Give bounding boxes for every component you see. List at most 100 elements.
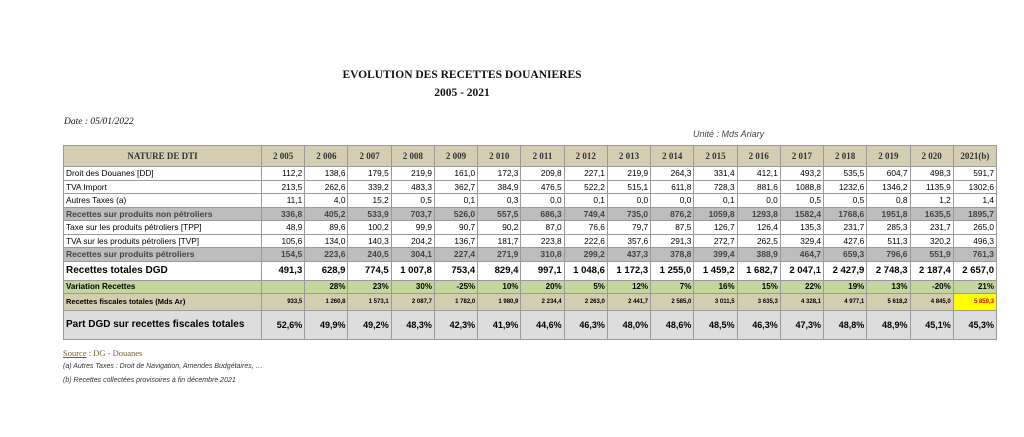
table-cell: 1 048,6 (563, 260, 608, 281)
year-header: 2 010 (477, 145, 522, 167)
table-cell: 5% (563, 279, 608, 294)
table-cell: 4,0 (304, 193, 349, 208)
table-cell: 1 573,1 (347, 293, 392, 311)
table-cell: 265,0 (952, 220, 997, 235)
year-header: 2 009 (433, 145, 479, 167)
table-cell: 2 234,4 (520, 293, 565, 311)
table-cell: 933,5 (260, 293, 306, 311)
table-cell: 112,2 (260, 166, 306, 181)
table-cell: 476,5 (520, 179, 565, 194)
row-label: Autres Taxes (a) (63, 193, 262, 208)
date-label: Date : 05/01/2022 (64, 117, 134, 127)
table-cell: 5 859,3 (952, 293, 997, 311)
table-cell: 496,3 (952, 233, 997, 248)
table-cell: 105,6 (260, 233, 306, 248)
table-cell: 551,9 (909, 247, 954, 262)
table-cell: 20% (520, 279, 565, 294)
year-header: 2 007 (347, 145, 392, 167)
footnote-b: (b) Recettes collectées provisoires à fi… (63, 377, 236, 384)
year-header: 2 011 (520, 145, 565, 167)
table-cell: 4 328,1 (779, 293, 825, 311)
table-cell: 405,2 (304, 206, 349, 221)
table-cell: 515,1 (606, 179, 652, 194)
table-cell: 136,7 (433, 233, 479, 248)
table-cell: 227,1 (563, 166, 608, 181)
row-label: Recettes sur produits non pétroliers (63, 206, 262, 221)
table-cell: 87,0 (520, 220, 565, 235)
table-cell: 41,9% (477, 310, 522, 340)
page-title: EVOLUTION DES RECETTES DOUANIERES (342, 69, 582, 81)
table-cell: 329,4 (779, 233, 825, 248)
table-cell: 11,1 (260, 193, 306, 208)
year-header: 2 013 (606, 145, 652, 167)
table-cell: 591,7 (952, 166, 997, 181)
table-cell: 231,7 (909, 220, 954, 235)
table-cell: 1951,8 (866, 206, 911, 221)
table-cell: 997,1 (520, 260, 565, 281)
table-cell: 262,6 (304, 179, 349, 194)
table-cell: 12% (606, 279, 652, 294)
table-cell: 0,1 (433, 193, 479, 208)
table-cell: 1 782,0 (433, 293, 479, 311)
table-cell: 0,5 (779, 193, 825, 208)
table-cell: 2 047,1 (779, 260, 825, 281)
year-header: 2021(b) (952, 145, 997, 167)
table-cell: 87,5 (650, 220, 695, 235)
table-cell: 90,2 (477, 220, 522, 235)
table-cell: -20% (909, 279, 954, 294)
table-cell: 49,9% (304, 310, 349, 340)
table-cell: 604,7 (866, 166, 911, 181)
row-label: Taxe sur les produits pétroliers [TPP] (63, 220, 262, 235)
table-cell: 1635,5 (909, 206, 954, 221)
year-header: 2 019 (866, 145, 911, 167)
table-cell: 10% (477, 279, 522, 294)
table-cell: 2 585,0 (650, 293, 695, 311)
table-cell: 7% (650, 279, 695, 294)
table-cell: 209,8 (520, 166, 565, 181)
table-cell: 48,3% (390, 310, 435, 340)
table-cell: 4 845,0 (909, 293, 954, 311)
table-cell: 52,6% (260, 310, 306, 340)
row-label: Part DGD sur recettes fiscales totales (63, 310, 262, 340)
table-cell: 1 172,3 (606, 260, 652, 281)
table-cell: 48,5% (693, 310, 738, 340)
table-cell: 427,6 (823, 233, 868, 248)
year-header: 2 012 (563, 145, 608, 167)
table-cell: 1088,8 (779, 179, 825, 194)
table-cell: 15% (736, 279, 781, 294)
table-cell: 135,3 (779, 220, 825, 235)
table-cell: 2 187,4 (909, 260, 954, 281)
table-cell: 30% (390, 279, 435, 294)
table-cell: 378,8 (650, 247, 695, 262)
table-cell: 753,4 (433, 260, 479, 281)
table-cell: 331,4 (693, 166, 738, 181)
table-cell: 0,5 (823, 193, 868, 208)
table-cell: 1302,6 (952, 179, 997, 194)
table-cell: 42,3% (433, 310, 479, 340)
table-cell: 0,0 (606, 193, 652, 208)
table-cell: 611,8 (650, 179, 695, 194)
table-cell: 526,0 (433, 206, 479, 221)
table-cell: 28% (304, 279, 349, 294)
table-cell: 79,7 (606, 220, 652, 235)
table-cell: 0,0 (650, 193, 695, 208)
table-cell: 48,6% (650, 310, 695, 340)
table-cell: 299,2 (563, 247, 608, 262)
table-cell: 491,3 (260, 260, 306, 281)
table-cell: 19% (823, 279, 868, 294)
table-cell: 1 255,0 (650, 260, 695, 281)
table-cell: 829,4 (477, 260, 522, 281)
table-cell: 138,6 (304, 166, 349, 181)
table-cell: 1 980,9 (477, 293, 522, 311)
table-cell: 384,9 (477, 179, 522, 194)
row-label: Droit des Douanes [DD] (63, 166, 262, 181)
table-cell: 154,5 (260, 247, 306, 262)
table-cell: 99,9 (390, 220, 435, 235)
table-cell: 522,2 (563, 179, 608, 194)
row-label: TVA Import (63, 179, 262, 194)
table-row: Autres Taxes (a) 11,1 4,0 15,2 0,5 0,1 0,3 0,0 0… (63, 193, 997, 208)
row-label: Recettes fiscales totales (Mds Ar) (63, 293, 262, 311)
source-label: Source (63, 348, 87, 358)
table-header-row: NATURE DE DTI 2 005 2 006 2 007 2 008 2 009 2 … (63, 145, 997, 167)
table-cell: 1 459,2 (693, 260, 738, 281)
